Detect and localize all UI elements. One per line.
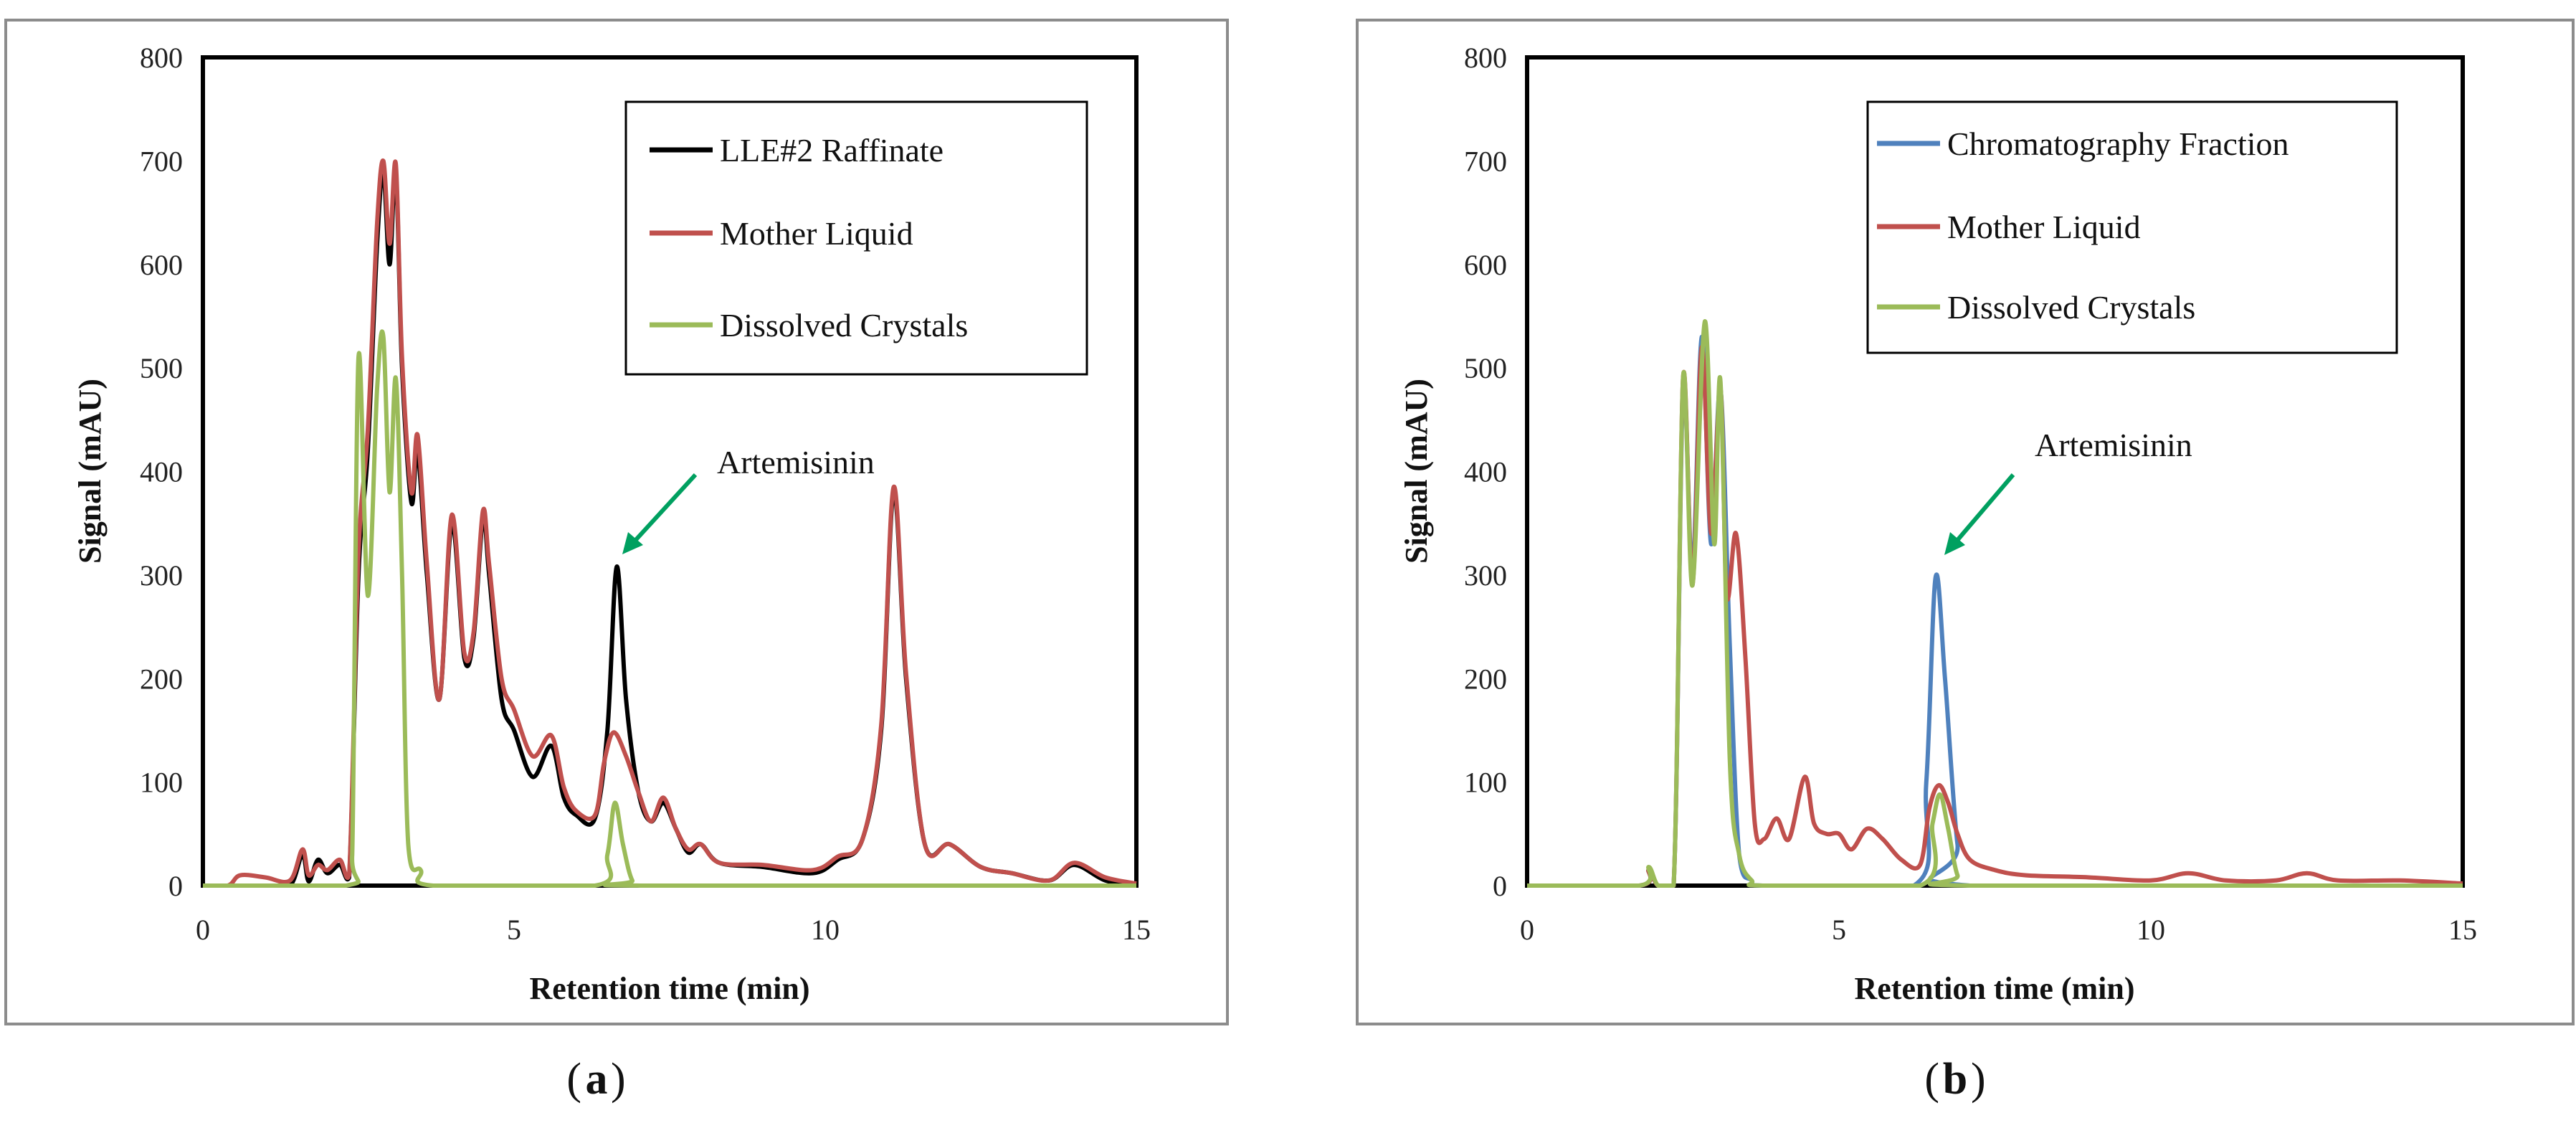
series-line-a-2 [202, 329, 1136, 888]
y-tick-label-b-0: 0 [1493, 870, 1507, 902]
x-axis-title-a: Retention time (min) [529, 971, 809, 1006]
legend-label-a-0: LLE#2 Raffinate [720, 132, 944, 169]
legend-b: Chromatography Fraction Mother Liquid Di… [1866, 100, 2398, 354]
y-tick-label-b-6: 600 [1464, 249, 1507, 281]
chart-panel-a: 0 100 200 300 400 500 600 700 800 0 5 10 15 Retenti… [72, 42, 1151, 1006]
y-tick-label-b-7: 700 [1464, 145, 1507, 177]
arrow-artemisinin-a [622, 473, 698, 554]
caption-b-open: ( [1924, 1055, 1939, 1104]
series-line-b-2 [1526, 319, 2463, 888]
x-tick-label-a-2: 10 [811, 914, 840, 946]
y-tick-label-b-4: 400 [1464, 456, 1507, 488]
caption-b: ( b ) [1924, 1055, 1985, 1104]
caption-a-letter: a [586, 1055, 608, 1104]
series-group-b [1526, 319, 2463, 888]
x-tick-label-a-0: 0 [196, 914, 210, 946]
legend-label-b-0: Chromatography Fraction [1947, 125, 2289, 162]
legend-a: LLE#2 Raffinate Mother Liquid Dissolved … [624, 100, 1088, 376]
y-tick-label-a-1: 100 [140, 767, 183, 799]
y-axis-title-a: Signal (mAU) [72, 379, 108, 564]
y-tick-label-a-6: 600 [140, 249, 183, 281]
legend-label-a-2: Dissolved Crystals [720, 307, 968, 343]
legend-label-b-1: Mother Liquid [1947, 209, 2141, 245]
y-tick-label-b-5: 500 [1464, 352, 1507, 384]
caption-b-letter: b [1943, 1055, 1967, 1104]
caption-a-close: ) [611, 1055, 626, 1104]
y-tick-label-a-3: 300 [140, 559, 183, 592]
y-tick-label-a-4: 400 [140, 456, 183, 488]
series-line-a-1 [202, 158, 1137, 888]
y-tick-label-a-8: 800 [140, 42, 183, 74]
caption-a-open: ( [566, 1055, 581, 1104]
chart-panel-b: 0 100 200 300 400 500 600 700 800 0 5 10 15 Retenti… [1399, 42, 2477, 1006]
x-tick-label-b-1: 5 [1832, 914, 1846, 946]
y-axis-title-b: Signal (mAU) [1399, 379, 1434, 564]
x-tick-label-b-3: 15 [2448, 914, 2477, 946]
annotation-artemisinin-a: Artemisinin [717, 444, 875, 480]
series-group-a [202, 158, 1137, 888]
annotation-artemisinin-b: Artemisinin [2035, 427, 2192, 463]
y-tick-label-b-3: 300 [1464, 559, 1507, 592]
caption-a: ( a ) [566, 1055, 625, 1104]
y-tick-label-b-1: 100 [1464, 767, 1507, 799]
x-tick-label-b-2: 10 [2137, 914, 2165, 946]
legend-box-b [1866, 100, 2398, 354]
y-tick-label-a-2: 200 [140, 663, 183, 695]
y-tick-label-a-0: 0 [168, 870, 183, 902]
y-tick-label-a-7: 700 [140, 145, 183, 177]
legend-box-a [624, 100, 1088, 376]
x-tick-label-b-0: 0 [1520, 914, 1534, 946]
x-axis-title-b: Retention time (min) [1854, 971, 2134, 1006]
legend-label-a-1: Mother Liquid [720, 215, 913, 252]
caption-b-close: ) [1971, 1055, 1986, 1104]
y-tick-label-b-8: 800 [1464, 42, 1507, 74]
legend-label-b-2: Dissolved Crystals [1947, 289, 2195, 326]
x-tick-label-a-3: 15 [1122, 914, 1151, 946]
arrow-artemisinin-b [1944, 473, 2015, 555]
y-tick-label-b-2: 200 [1464, 663, 1507, 695]
y-tick-label-a-5: 500 [140, 352, 183, 384]
x-tick-label-a-1: 5 [507, 914, 521, 946]
